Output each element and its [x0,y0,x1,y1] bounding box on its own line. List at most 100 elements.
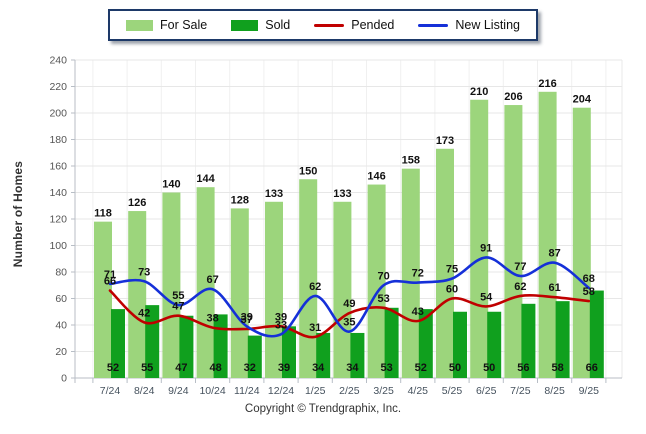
pended-value-label: 42 [138,307,150,319]
pended-value-label: 37 [241,314,253,326]
y-tick-label: 140 [49,187,67,199]
new-listing-value-label: 87 [548,248,560,260]
chart-svg: 0 20 40 60 80 100 120 140 160 180 200 220 240 7/24 8/2… [49,55,623,397]
bar-for-sale [436,148,454,378]
sold-value-label: 50 [449,362,461,374]
x-tick-label: 8/25 [544,385,565,397]
pended-value-label: 49 [343,298,355,310]
new-listing-value-label: 67 [206,274,218,286]
x-tick-label: 2/25 [339,385,360,397]
bar-for-sale [265,201,283,378]
x-tick-label: 1/25 [305,385,326,397]
bar-for-sale [504,105,523,379]
x-tick-label: 10/24 [199,385,225,397]
legend-item-sold: Sold [231,18,290,32]
x-tick-label: 11/24 [234,385,260,397]
new-listing-value-label: 77 [514,261,526,273]
sold-value-label: 32 [244,362,256,374]
x-tick-label: 5/25 [442,385,463,397]
pended-value-label: 31 [309,322,321,334]
bar-sold [589,290,604,378]
bar-sold [555,301,570,378]
new-listing-value-label: 70 [377,270,389,282]
bar-sold [111,309,125,378]
bar-sold [282,326,296,378]
for-sale-value-label: 133 [265,188,283,200]
for-sale-value-label: 133 [333,188,351,200]
sold-swatch-icon [231,19,259,31]
for-sale-value-label: 204 [573,94,592,106]
sold-value-label: 34 [312,362,325,374]
bar-sold [247,335,262,378]
y-tick-label: 220 [49,81,67,93]
bar-sold [213,314,228,378]
y-axis-title: Number of Homes [11,160,25,268]
pended-swatch-icon [314,23,345,27]
x-tick-label: 4/25 [408,385,429,397]
x-tick-label: 12/24 [268,385,294,397]
sold-value-label: 47 [175,362,187,374]
bar-for-sale [367,184,386,378]
for-sale-value-label: 216 [538,78,556,90]
sold-value-label: 39 [278,362,290,374]
bars [94,91,604,379]
legend-item-pended: Pended [314,18,394,32]
new-listing-value-label: 75 [446,264,458,276]
for-sale-value-label: 206 [504,91,522,103]
lines [108,256,591,339]
for-sale-legend-label: For Sale [159,18,208,32]
bar-for-sale [538,91,557,379]
sold-value-label: 58 [551,362,563,374]
for-sale-value-label: 210 [470,86,488,98]
x-tick-label: 7/25 [510,385,531,397]
bar-sold [316,332,331,378]
sold-value-label: 48 [209,362,221,374]
legend-item-new-listing: New Listing [418,18,520,32]
bar-sold [521,303,536,378]
bar-for-sale [196,187,215,378]
sold-value-label: 34 [346,362,359,374]
sold-value-label: 66 [586,362,598,374]
legend: For Sale Sold Pended New Listing [0,9,646,41]
new-listing-legend-label: New Listing [455,18,520,32]
y-tick-label: 100 [49,240,67,252]
sold-value-label: 56 [517,362,529,374]
y-tick-label: 60 [55,293,67,305]
x-tick-label: 3/25 [373,385,394,397]
for-sale-value-label: 144 [196,173,215,185]
new-listing-value-label: 33 [275,319,287,331]
x-tick-label: 9/24 [168,385,189,397]
for-sale-value-label: 173 [436,135,454,147]
new-listing-value-label: 72 [412,268,424,280]
sold-value-label: 53 [380,362,392,374]
bar-for-sale [470,99,489,378]
pended-legend-label: Pended [351,18,395,32]
pended-value-label: 60 [446,284,458,296]
new-listing-value-label: 71 [104,269,116,281]
y-tick-label: 240 [49,55,67,67]
for-sale-swatch-icon [125,19,153,31]
new-listing-line [108,256,591,338]
bar-for-sale [128,211,147,378]
for-sale-value-label: 128 [231,194,249,206]
x-tick-label: 6/25 [476,385,497,397]
pended-line [108,289,591,339]
sold-value-label: 55 [141,362,153,374]
new-listing-value-label: 35 [343,317,355,329]
bar-for-sale [401,168,420,378]
copyright-text: Copyright © Trendgraphix, Inc. [244,403,402,415]
for-sale-value-label: 118 [94,208,112,220]
y-tick-label: 40 [55,320,67,332]
for-sale-value-label: 140 [162,179,180,191]
x-tick-label: 7/24 [100,385,121,397]
bar-sold [453,311,467,378]
bar-for-sale [230,208,249,378]
bar-sold [487,311,502,378]
pended-value-label: 61 [548,282,560,294]
for-sale-value-label: 126 [128,197,146,209]
bar-sold [384,307,399,378]
sold-value-label: 52 [415,362,427,374]
x-tick-label: 8/24 [134,385,155,397]
pended-value-label: 38 [206,313,218,325]
